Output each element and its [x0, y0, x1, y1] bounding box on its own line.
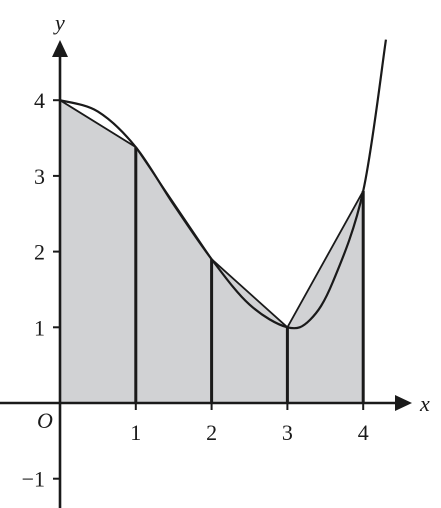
- x-axis-arrowhead: [395, 395, 412, 411]
- axis-labels: x y O: [37, 10, 430, 433]
- curve: [59, 39, 388, 330]
- x-tick-label-1: 1: [130, 420, 141, 445]
- axis-ticks: 1 2 3 4 1 2 3 4 −1: [22, 88, 369, 492]
- x-tick-label-2: 2: [206, 420, 217, 445]
- y-tick-label-2: 2: [34, 240, 45, 265]
- origin-label: O: [37, 408, 53, 433]
- axes: [0, 40, 412, 508]
- x-tick-label-4: 4: [358, 420, 369, 445]
- y-tick-label-4: 4: [34, 88, 45, 113]
- curve-line: [59, 39, 388, 330]
- y-axis-arrowhead: [52, 40, 68, 57]
- y-axis-label: y: [53, 10, 65, 35]
- ordinate-lines: [134, 147, 365, 403]
- x-tick-label-3: 3: [282, 420, 293, 445]
- y-tick-label-3: 3: [34, 164, 45, 189]
- y-tick-label-1: 1: [34, 315, 45, 340]
- y-tick-label-−1: −1: [22, 467, 45, 492]
- x-axis-label: x: [419, 391, 430, 416]
